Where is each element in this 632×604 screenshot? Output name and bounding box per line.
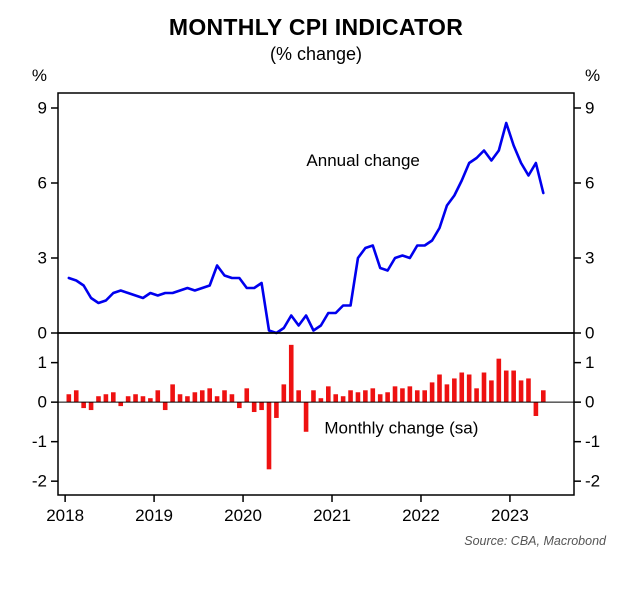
svg-text:%: % <box>32 66 47 85</box>
svg-text:2022: 2022 <box>402 506 440 525</box>
cpi-chart-container: MONTHLY CPI INDICATOR (% change) 0 0 3 3 6 6 9… <box>0 14 632 548</box>
svg-text:6: 6 <box>38 174 47 193</box>
svg-text:Annual change: Annual change <box>306 151 419 170</box>
chart-subtitle: (% change) <box>269 44 363 64</box>
svg-text:Monthly change (sa): Monthly change (sa) <box>324 418 478 437</box>
svg-text:0: 0 <box>38 393 47 412</box>
svg-text:-2: -2 <box>585 472 600 491</box>
cpi-chart: 0 0 3 3 6 6 9 9 Annual change -2 -2 -1 -1 0 0 1 1 Monthly… <box>32 66 600 525</box>
svg-text:9: 9 <box>38 99 47 118</box>
svg-text:1: 1 <box>585 353 594 372</box>
svg-text:2018: 2018 <box>46 506 84 525</box>
svg-text:2020: 2020 <box>224 506 262 525</box>
svg-text:-2: -2 <box>32 472 47 491</box>
svg-text:0: 0 <box>585 393 594 412</box>
svg-text:0: 0 <box>38 324 47 343</box>
svg-text:2019: 2019 <box>135 506 173 525</box>
svg-text:2021: 2021 <box>313 506 351 525</box>
svg-text:9: 9 <box>585 99 594 118</box>
svg-text:1: 1 <box>38 353 47 372</box>
svg-text:-1: -1 <box>585 432 600 451</box>
svg-text:2023: 2023 <box>491 506 529 525</box>
svg-text:%: % <box>585 66 600 85</box>
source-note: Source: CBA, Macrobond <box>464 534 606 548</box>
svg-text:6: 6 <box>585 174 594 193</box>
svg-text:3: 3 <box>38 249 47 268</box>
svg-text:0: 0 <box>585 324 594 343</box>
svg-text:3: 3 <box>585 249 594 268</box>
chart-title: MONTHLY CPI INDICATOR <box>168 14 464 40</box>
svg-text:-1: -1 <box>32 432 47 451</box>
